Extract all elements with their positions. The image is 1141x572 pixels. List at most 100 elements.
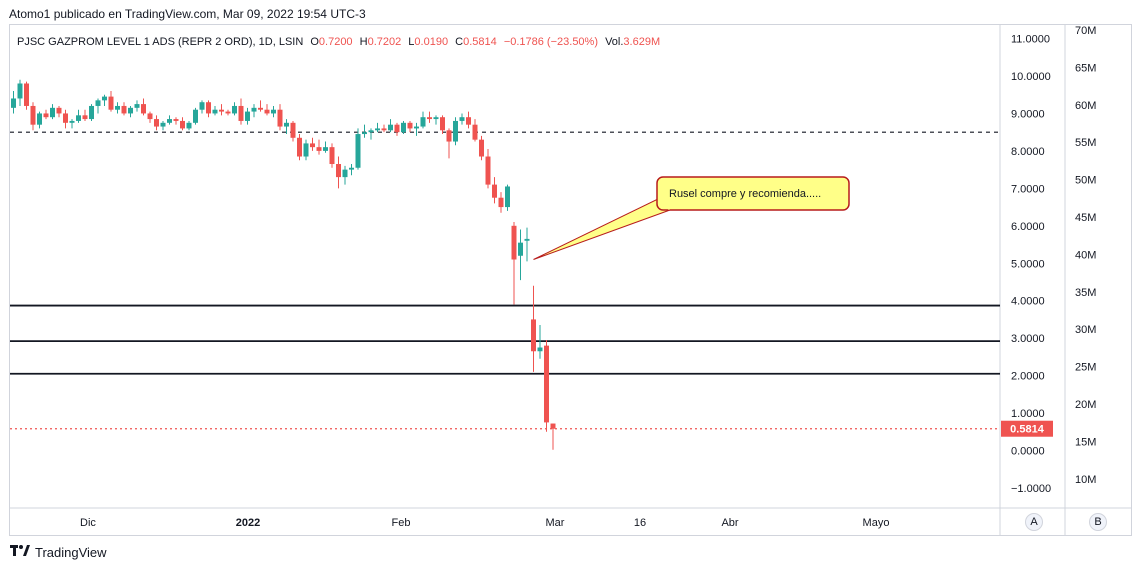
volume-tick-label: 10M — [1075, 474, 1096, 486]
time-tick-label: Feb — [392, 517, 411, 529]
legend-volume-value: 3.629M — [623, 36, 661, 48]
candle-body — [524, 238, 530, 241]
candle-body — [134, 104, 140, 108]
volume-tick-label: 55M — [1075, 137, 1096, 149]
time-tick-label: Mayo — [863, 517, 890, 529]
candle-body — [550, 423, 556, 429]
candle-body — [56, 107, 62, 114]
volume-tick-label: 50M — [1075, 175, 1096, 187]
candle-body — [420, 117, 426, 127]
candle-body — [336, 164, 341, 178]
candle-body — [323, 147, 328, 151]
candle-body — [37, 113, 42, 125]
candle-body — [388, 124, 393, 131]
time-tick-label: Abr — [721, 517, 738, 529]
tradingview-brand: TradingView — [35, 545, 107, 560]
volume-tick-label: 60M — [1075, 100, 1096, 112]
candle-body — [154, 119, 159, 127]
chart-frame — [9, 24, 1132, 536]
price-tick-label: 8.0000 — [1011, 146, 1045, 158]
candle-body — [245, 111, 250, 121]
time-tick-label: Dic — [80, 517, 96, 529]
time-tick-label: 2022 — [236, 517, 260, 529]
price-tick-label: 7.0000 — [1011, 183, 1045, 195]
last-price-label: 0.5814 — [1010, 424, 1045, 436]
candle-body — [394, 124, 400, 133]
candle-body — [186, 122, 192, 129]
candle-body — [362, 132, 367, 135]
last-price-badge — [1001, 420, 1053, 437]
volume-tick-label: 30M — [1075, 324, 1096, 336]
legend-close-value: 0.5814 — [463, 36, 497, 48]
candle-body — [50, 107, 55, 118]
candle-body — [427, 117, 432, 120]
price-tick-label: 1.0000 — [1011, 408, 1045, 420]
candle-body — [284, 122, 289, 127]
candle-body — [440, 117, 445, 131]
candle-body — [63, 113, 68, 123]
legend-volume-label: Vol. — [605, 36, 624, 48]
candle-body — [160, 122, 166, 127]
candle-body — [485, 156, 491, 185]
callout-joint — [659, 198, 672, 211]
candle-body — [479, 139, 484, 157]
candle-body — [225, 111, 231, 114]
candle-body — [251, 107, 257, 112]
tradingview-logo-icon — [10, 545, 30, 560]
legend-low-value: 0.0190 — [414, 36, 449, 48]
candle-body — [89, 105, 94, 120]
price-tick-label: 4.0000 — [1011, 296, 1045, 308]
candle-body — [219, 109, 224, 112]
publisher-line: Atomo1 publicado en TradingView.com, Mar… — [9, 7, 366, 21]
candle-body — [368, 130, 374, 133]
candle-body — [303, 143, 309, 157]
candle-body — [537, 347, 543, 352]
candle-body — [102, 96, 107, 101]
candle-body — [342, 169, 348, 178]
volume-tick-label: 70M — [1075, 25, 1096, 37]
candle-body — [24, 83, 29, 106]
candle-body — [518, 242, 523, 256]
legend-high-label: H — [359, 36, 368, 48]
volume-tick-label: 40M — [1075, 249, 1096, 261]
candle-body — [492, 184, 497, 198]
callout-box — [656, 176, 850, 211]
legend-open-label: O — [310, 36, 319, 48]
candle-body — [433, 117, 439, 120]
time-tick-label: Mar — [546, 517, 565, 529]
candle-body — [505, 186, 510, 208]
tradingview-footer[interactable]: TradingView — [10, 545, 107, 560]
price-tick-label: 6.0000 — [1011, 221, 1045, 233]
candle-body — [329, 147, 335, 165]
candle-body — [212, 109, 218, 114]
legend-symbol: PJSC GAZPROM LEVEL 1 ADS (REPR 2 ORD), 1… — [17, 36, 304, 48]
candle-body — [407, 122, 413, 129]
legend-close-label: C — [455, 36, 464, 48]
price-tick-label: 0.0000 — [1011, 446, 1045, 458]
candle-body — [446, 130, 452, 142]
candle-body — [95, 100, 101, 106]
volume-tick-label: 15M — [1075, 436, 1096, 448]
candle-body — [199, 102, 205, 110]
candle-body — [43, 113, 49, 118]
candle-body — [115, 105, 120, 110]
log-scale-button[interactable]: B — [1089, 513, 1107, 531]
candle-body — [147, 113, 153, 120]
auto-scale-button[interactable]: A — [1025, 513, 1043, 531]
candle-body — [414, 126, 419, 129]
candle-body — [232, 105, 237, 114]
candle-body — [121, 105, 127, 114]
candle-body — [511, 225, 517, 260]
candle-body — [459, 117, 465, 121]
price-tick-label: 9.0000 — [1011, 108, 1045, 120]
candle-body — [193, 109, 198, 123]
volume-tick-label: 20M — [1075, 399, 1096, 411]
chart-legend: PJSC GAZPROM LEVEL 1 ADS (REPR 2 ORD), 1… — [17, 36, 660, 48]
candle-body — [141, 104, 146, 114]
candle-body — [264, 109, 270, 114]
candle-body — [206, 102, 211, 114]
candle-body — [82, 115, 88, 120]
candle-body — [277, 109, 283, 127]
candle-body — [401, 122, 406, 133]
